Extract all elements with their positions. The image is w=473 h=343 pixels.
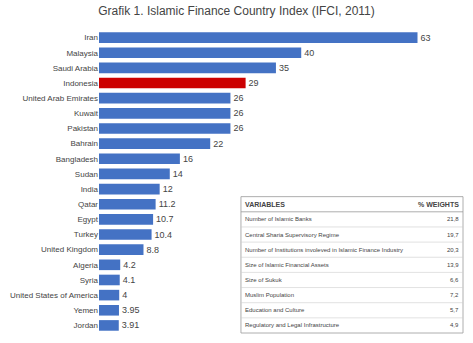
svg-text:Qatar: Qatar <box>78 200 98 209</box>
svg-text:Grafik 1. Islamic Finance Coun: Grafik 1. Islamic Finance Country Index … <box>98 4 375 18</box>
svg-text:United States of America: United States of America <box>10 291 99 300</box>
svg-text:Kuwait: Kuwait <box>74 109 99 118</box>
svg-text:7,2: 7,2 <box>450 292 459 298</box>
svg-text:63: 63 <box>421 33 431 43</box>
svg-text:Pakistan: Pakistan <box>67 124 98 133</box>
svg-text:5,7: 5,7 <box>450 307 459 313</box>
svg-text:Malaysia: Malaysia <box>66 49 98 58</box>
svg-text:6,6: 6,6 <box>450 277 459 283</box>
svg-text:Bangladesh: Bangladesh <box>56 155 98 164</box>
svg-text:26: 26 <box>233 108 243 118</box>
svg-text:United Kingdom: United Kingdom <box>41 245 98 254</box>
svg-text:Number of Islamic Banks: Number of Islamic Banks <box>245 216 312 222</box>
svg-text:United Arab Emirates: United Arab Emirates <box>22 94 98 103</box>
svg-text:19,7: 19,7 <box>447 232 459 238</box>
svg-text:Size of Sukuk: Size of Sukuk <box>245 277 283 283</box>
svg-text:Turkey: Turkey <box>74 230 98 239</box>
svg-text:Central Sharia Supervisory Reg: Central Sharia Supervisory Regime <box>245 232 340 238</box>
svg-text:Size of Islamic Financial Asse: Size of Islamic Financial Assets <box>245 262 329 268</box>
svg-text:Syria: Syria <box>80 276 99 285</box>
svg-text:40: 40 <box>304 48 314 58</box>
svg-text:3.91: 3.91 <box>122 320 140 330</box>
svg-text:11.2: 11.2 <box>159 199 176 209</box>
svg-text:4: 4 <box>122 290 127 300</box>
svg-text:Muslim Population: Muslim Population <box>245 292 294 298</box>
svg-text:VARIABLES: VARIABLES <box>245 201 285 208</box>
svg-text:Number of Institutions involev: Number of Institutions involeved in Isla… <box>245 247 403 253</box>
svg-text:Regulatory and Legal Infrastru: Regulatory and Legal Infrastructure <box>245 322 340 328</box>
svg-text:13,9: 13,9 <box>447 262 459 268</box>
svg-text:Bahrain: Bahrain <box>70 139 98 148</box>
svg-text:8.8: 8.8 <box>146 245 159 255</box>
svg-text:Egypt: Egypt <box>78 215 99 224</box>
svg-text:Sudan: Sudan <box>75 170 98 179</box>
svg-text:India: India <box>81 185 99 194</box>
svg-text:29: 29 <box>249 78 259 88</box>
svg-text:Education and Culture: Education and Culture <box>245 307 305 313</box>
svg-text:3.95: 3.95 <box>122 305 140 315</box>
svg-text:21,8: 21,8 <box>447 216 459 222</box>
svg-text:Iran: Iran <box>84 33 98 42</box>
svg-text:% WEIGHTS: % WEIGHTS <box>418 201 459 208</box>
svg-text:Saudi Arabia: Saudi Arabia <box>53 64 99 73</box>
svg-text:35: 35 <box>279 63 289 73</box>
svg-text:4.1: 4.1 <box>123 275 136 285</box>
svg-text:22: 22 <box>213 139 223 149</box>
svg-text:20,3: 20,3 <box>447 247 459 253</box>
svg-text:Algeria: Algeria <box>73 261 98 270</box>
svg-text:26: 26 <box>233 93 243 103</box>
svg-text:26: 26 <box>233 123 243 133</box>
svg-text:Yemen: Yemen <box>73 306 98 315</box>
svg-text:4,9: 4,9 <box>450 322 459 328</box>
svg-text:16: 16 <box>183 154 193 164</box>
svg-text:10.4: 10.4 <box>155 230 173 240</box>
svg-text:4.2: 4.2 <box>123 260 136 270</box>
svg-text:12: 12 <box>163 184 173 194</box>
svg-text:10.7: 10.7 <box>156 214 174 224</box>
svg-text:Jordan: Jordan <box>74 321 98 330</box>
svg-text:14: 14 <box>173 169 183 179</box>
svg-text:Indonesia: Indonesia <box>63 79 98 88</box>
